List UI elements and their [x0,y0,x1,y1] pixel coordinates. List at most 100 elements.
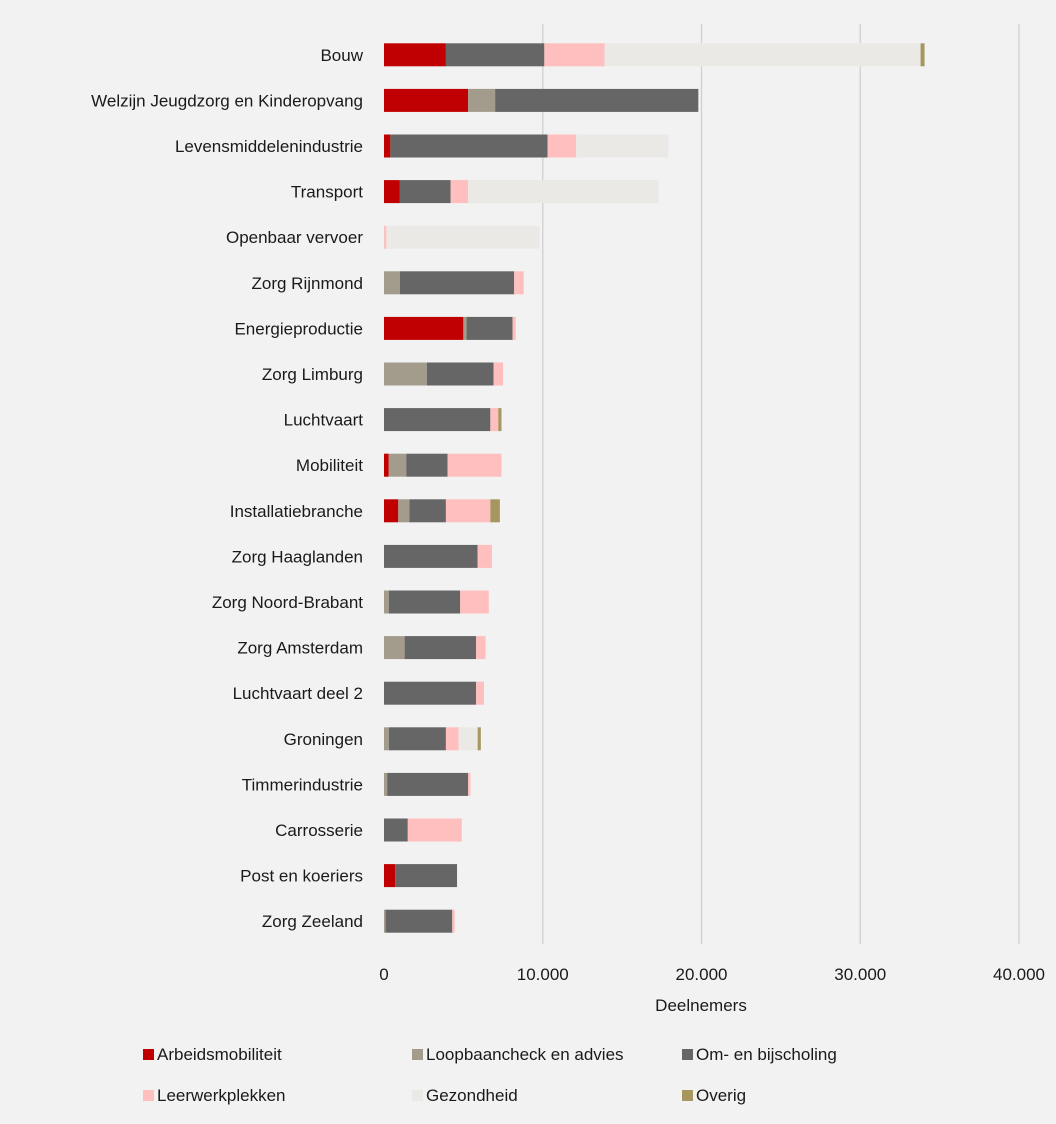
bar-welzijn-jeugdzorg-en-kinderopvang-arbeidsmobiliteit [384,88,469,112]
category-label-luchtvaart-deel-2: Luchtvaart deel 2 [233,684,363,703]
bar-transport-om-en-bijscholing [399,180,451,204]
legend-swatch-loopbaancheck-en-advies [412,1049,423,1060]
bar-mobiliteit-arbeidsmobiliteit [384,453,389,477]
gridlines [542,24,1020,944]
bar-transport-arbeidsmobiliteit [384,180,400,204]
category-label-zorg-rijnmond: Zorg Rijnmond [252,274,364,293]
bar-zorg-amsterdam-leerwerkplekken [476,636,486,660]
bar-timmerindustrie-om-en-bijscholing [387,772,469,796]
legend-swatch-gezondheid [412,1090,423,1101]
x-tick-label-2: 20.000 [676,965,728,984]
legend-label-om-en-bijscholing: Om- en bijscholing [696,1045,837,1064]
legend-swatch-om-en-bijscholing [682,1049,693,1060]
bar-zorg-rijnmond-loopbaancheck-en-advies [384,271,400,295]
bar-zorg-limburg-leerwerkplekken [493,362,504,386]
bar-installatiebranche-arbeidsmobiliteit [384,499,399,523]
x-tick-label-1: 10.000 [517,965,569,984]
bar-zorg-zeeland-om-en-bijscholing [385,909,453,933]
category-label-welzijn-jeugdzorg-en-kinderopvang: Welzijn Jeugdzorg en Kinderopvang [91,91,363,110]
category-label-groningen: Groningen [284,730,363,749]
bar-zorg-haaglanden-leerwerkplekken [477,544,492,568]
bar-zorg-haaglanden-om-en-bijscholing [384,544,478,568]
bar-openbaar-vervoer-leerwerkplekken [384,225,387,249]
bar-timmerindustrie-loopbaancheck-en-advies [384,772,388,796]
category-label-zorg-amsterdam: Zorg Amsterdam [237,639,363,658]
category-label-mobiliteit: Mobiliteit [296,456,363,475]
category-label-installatiebranche: Installatiebranche [230,502,363,521]
bar-zorg-amsterdam-loopbaancheck-en-advies [384,636,405,660]
legend-swatch-arbeidsmobiliteit [143,1049,154,1060]
bar-groningen-overig [477,727,481,751]
bar-bouw-arbeidsmobiliteit [384,43,446,67]
bar-zorg-amsterdam-om-en-bijscholing [404,636,477,660]
bar-luchtvaart-deel-2-om-en-bijscholing [384,681,477,705]
bar-zorg-rijnmond-om-en-bijscholing [399,271,515,295]
category-label-levensmiddelenindustrie: Levensmiddelenindustrie [175,137,363,156]
bar-energieproductie-om-en-bijscholing [466,316,513,340]
x-tick-label-4: 40.000 [993,965,1045,984]
x-tick-label-0: 0 [379,965,388,984]
bars [384,43,925,933]
bar-energieproductie-loopbaancheck-en-advies [463,316,467,340]
bar-levensmiddelenindustrie-om-en-bijscholing [390,134,548,158]
legend-label-overig: Overig [696,1086,746,1105]
bar-mobiliteit-loopbaancheck-en-advies [388,453,407,477]
bar-zorg-noord-brabant-leerwerkplekken [460,590,489,614]
bar-installatiebranche-leerwerkplekken [445,499,491,523]
bar-groningen-om-en-bijscholing [388,727,446,751]
bar-transport-leerwerkplekken [450,180,469,204]
x-tick-labels: 0 10.000 20.000 30.000 40.000 [379,965,1045,984]
legend-label-arbeidsmobiliteit: Arbeidsmobiliteit [157,1045,282,1064]
bar-zorg-noord-brabant-om-en-bijscholing [388,590,461,614]
bar-groningen-loopbaancheck-en-advies [384,727,389,751]
bar-transport-gezondheid [468,180,659,204]
bar-timmerindustrie-leerwerkplekken [468,772,471,796]
bar-bouw-overig [920,43,925,67]
bar-installatiebranche-overig [490,499,500,523]
bar-post-en-koeriers-arbeidsmobiliteit [384,864,396,888]
bar-mobiliteit-om-en-bijscholing [406,453,448,477]
bar-zorg-noord-brabant-loopbaancheck-en-advies [384,590,389,614]
bar-carrosserie-leerwerkplekken [407,818,462,842]
x-axis-title: Deelnemers [655,996,747,1015]
category-label-zorg-haaglanden: Zorg Haaglanden [232,547,363,566]
bar-welzijn-jeugdzorg-en-kinderopvang-loopbaancheck-en-advies [468,88,496,112]
bar-levensmiddelenindustrie-gezondheid [576,134,669,158]
bar-zorg-limburg-om-en-bijscholing [426,362,494,386]
category-label-openbaar-vervoer: Openbaar vervoer [226,228,363,247]
legend-label-loopbaancheck-en-advies: Loopbaancheck en advies [426,1045,624,1064]
bar-zorg-zeeland-loopbaancheck-en-advies [384,909,386,933]
x-tick-label-3: 30.000 [834,965,886,984]
bar-levensmiddelenindustrie-leerwerkplekken [547,134,577,158]
category-labels: Bouw Welzijn Jeugdzorg en Kinderopvang Lev… [91,46,364,931]
category-label-zorg-zeeland: Zorg Zeeland [262,912,363,931]
bar-installatiebranche-om-en-bijscholing [409,499,446,523]
category-label-energieproductie: Energieproductie [234,319,363,338]
legend-swatch-leerwerkplekken [143,1090,154,1101]
category-label-carrosserie: Carrosserie [275,821,363,840]
bar-zorg-zeeland-leerwerkplekken [452,909,455,933]
bar-zorg-rijnmond-leerwerkplekken [514,271,524,295]
bar-energieproductie-arbeidsmobiliteit [384,316,464,340]
bar-mobiliteit-leerwerkplekken [447,453,502,477]
bar-bouw-gezondheid [604,43,921,67]
bar-bouw-leerwerkplekken [544,43,605,67]
bar-luchtvaart-overig [498,408,502,432]
category-label-bouw: Bouw [320,46,363,65]
category-label-zorg-limburg: Zorg Limburg [262,365,363,384]
bar-openbaar-vervoer-gezondheid [386,225,540,249]
bar-bouw-om-en-bijscholing [445,43,545,67]
bar-levensmiddelenindustrie-arbeidsmobiliteit [384,134,391,158]
bar-luchtvaart-leerwerkplekken [490,408,499,432]
bar-post-en-koeriers-om-en-bijscholing [395,864,458,888]
category-label-post-en-koeriers: Post en koeriers [240,867,363,886]
legend-swatch-overig [682,1090,693,1101]
bar-groningen-leerwerkplekken [445,727,459,751]
bar-groningen-gezondheid [458,727,478,751]
bar-installatiebranche-loopbaancheck-en-advies [398,499,410,523]
bar-welzijn-jeugdzorg-en-kinderopvang-om-en-bijscholing [495,88,699,112]
bar-luchtvaart-om-en-bijscholing [384,408,491,432]
legend-label-gezondheid: Gezondheid [426,1086,518,1105]
legend-label-leerwerkplekken: Leerwerkplekken [157,1086,286,1105]
